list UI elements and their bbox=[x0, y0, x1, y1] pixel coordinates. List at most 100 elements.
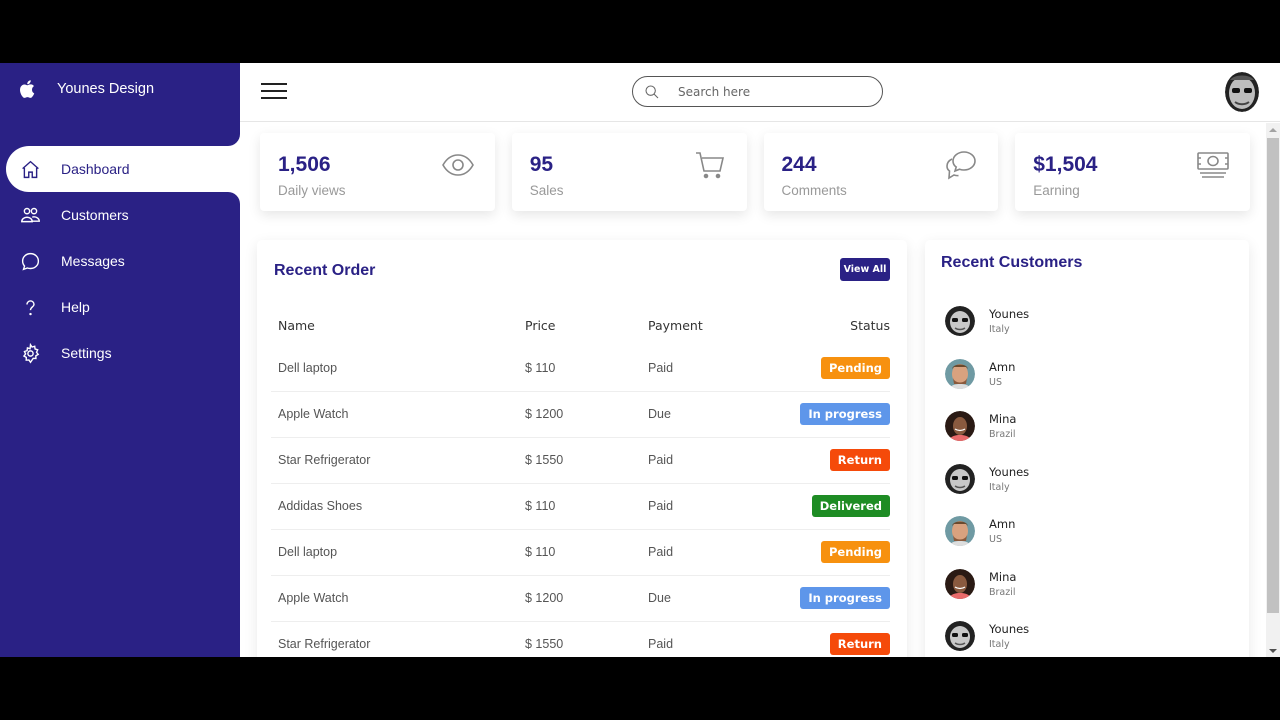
customer-name: Amn bbox=[989, 517, 1016, 532]
table-row[interactable]: Dell laptop $ 110 Paid Pending bbox=[271, 529, 890, 576]
card-comments[interactable]: 244 Comments bbox=[763, 133, 999, 211]
column-header-status[interactable]: Status bbox=[850, 317, 890, 333]
order-name: Apple Watch bbox=[271, 391, 518, 438]
recent-orders-title: Recent Order bbox=[274, 262, 376, 279]
sidebar-item-messages[interactable]: Messages bbox=[6, 238, 240, 284]
brand-name: Younes Design bbox=[57, 81, 155, 97]
scroll-down-arrow-icon[interactable] bbox=[1269, 649, 1277, 653]
sidebar-item-customers[interactable]: Customers bbox=[6, 192, 240, 238]
order-payment: Paid bbox=[641, 437, 739, 484]
sidebar-item-settings[interactable]: Settings bbox=[6, 330, 240, 376]
brand[interactable]: Younes Design bbox=[0, 63, 154, 115]
apple-icon bbox=[20, 80, 35, 98]
status-badge: Delivered bbox=[811, 495, 890, 517]
recent-customers-panel: Recent Customers Younes Italy Amn US Mina Bra… bbox=[925, 240, 1249, 657]
sidebar-item-help[interactable]: Help bbox=[6, 284, 240, 330]
order-price: $ 1200 bbox=[518, 391, 641, 438]
search-box[interactable] bbox=[632, 76, 883, 107]
view-all-button[interactable]: View All bbox=[840, 258, 890, 281]
column-header-name[interactable]: Name bbox=[278, 317, 315, 333]
order-price: $ 1200 bbox=[518, 575, 641, 622]
sidebar-item-label: Messages bbox=[61, 253, 125, 269]
customer-country: Italy bbox=[989, 324, 1010, 336]
app-window: Younes Design Dashboard Customers Messag… bbox=[0, 63, 1280, 657]
recent-orders-panel: Recent Order View All Name Price Payment… bbox=[257, 240, 907, 657]
sidebar-item-label: Customers bbox=[61, 207, 129, 223]
orders-table: Name Price Payment Status Dell laptop $ 1… bbox=[271, 305, 890, 657]
card-earning[interactable]: $1,504 Earning bbox=[1015, 133, 1250, 211]
table-row[interactable]: Star Refrigerator $ 1550 Paid Return bbox=[271, 437, 890, 484]
list-item[interactable]: Amn US bbox=[945, 348, 1235, 401]
sidebar-item-label: Settings bbox=[61, 345, 112, 361]
customer-country: Brazil bbox=[989, 429, 1016, 441]
list-item[interactable]: Younes Italy bbox=[945, 453, 1235, 506]
card-daily-views[interactable]: 1,506 Daily views bbox=[260, 133, 495, 211]
orders-table-body: Dell laptop $ 110 Paid Pending Apple Watch $ … bbox=[271, 345, 890, 657]
sidebar-nav: Dashboard Customers Messages Help Settin… bbox=[6, 146, 240, 376]
list-item[interactable]: Mina Brazil bbox=[945, 558, 1235, 611]
customer-country: US bbox=[989, 534, 1002, 546]
order-price: $ 110 bbox=[518, 483, 641, 530]
avatar-image bbox=[1225, 72, 1259, 112]
order-payment: Paid bbox=[641, 345, 739, 392]
sidebar-item-dashboard[interactable]: Dashboard bbox=[6, 146, 240, 192]
order-name: Dell laptop bbox=[271, 529, 518, 576]
hamburger-icon bbox=[261, 83, 287, 85]
status-badge: Pending bbox=[820, 541, 890, 563]
card-value: 95 bbox=[529, 153, 554, 176]
card-label: Sales bbox=[529, 183, 564, 198]
topbar bbox=[240, 63, 1280, 122]
order-name: Dell laptop bbox=[271, 345, 518, 392]
status-badge: In progress bbox=[800, 403, 890, 425]
user-avatar[interactable] bbox=[1225, 72, 1259, 112]
table-row[interactable]: Apple Watch $ 1200 Due In progress bbox=[271, 391, 890, 438]
sidebar: Younes Design Dashboard Customers Messag… bbox=[0, 63, 240, 657]
search-input[interactable] bbox=[678, 84, 858, 99]
list-item[interactable]: Amn US bbox=[945, 505, 1235, 558]
card-value: $1,504 bbox=[1033, 153, 1098, 176]
status-badge: In progress bbox=[800, 587, 890, 609]
column-header-payment[interactable]: Payment bbox=[648, 317, 703, 333]
order-payment: Due bbox=[641, 391, 739, 438]
chat-bubble-icon bbox=[19, 250, 41, 272]
card-sales[interactable]: 95 Sales bbox=[511, 133, 747, 211]
avatar bbox=[945, 411, 975, 442]
search-icon bbox=[645, 84, 659, 98]
order-name: Addidas Shoes bbox=[271, 483, 518, 530]
list-item[interactable]: Younes Italy bbox=[945, 295, 1235, 348]
avatar bbox=[945, 306, 975, 337]
customer-list: Younes Italy Amn US Mina Brazil Younes Italy Amn… bbox=[945, 295, 1235, 657]
customer-name: Amn bbox=[989, 359, 1016, 374]
order-price: $ 110 bbox=[518, 529, 641, 576]
scrollbar-thumb[interactable] bbox=[1267, 138, 1279, 613]
column-header-price[interactable]: Price bbox=[525, 317, 556, 333]
cart-icon bbox=[693, 150, 727, 180]
chat-bubbles-icon bbox=[944, 150, 978, 180]
order-payment: Paid bbox=[641, 621, 739, 657]
customer-name: Younes bbox=[989, 622, 1030, 637]
table-row[interactable]: Addidas Shoes $ 110 Paid Delivered bbox=[271, 483, 890, 530]
table-row[interactable]: Dell laptop $ 110 Paid Pending bbox=[271, 345, 890, 392]
card-value: 1,506 bbox=[278, 153, 331, 176]
customer-country: US bbox=[989, 376, 1002, 388]
order-payment: Paid bbox=[641, 529, 739, 576]
avatar bbox=[945, 463, 975, 494]
help-icon bbox=[19, 296, 41, 318]
page-scrollbar[interactable] bbox=[1266, 123, 1280, 657]
customer-country: Brazil bbox=[989, 586, 1016, 598]
people-icon bbox=[19, 204, 41, 226]
menu-toggle-button[interactable] bbox=[261, 83, 287, 101]
status-badge: Return bbox=[829, 633, 890, 655]
table-row[interactable]: Star Refrigerator $ 1550 Paid Return bbox=[271, 621, 890, 657]
order-price: $ 110 bbox=[518, 345, 641, 392]
customer-name: Mina bbox=[989, 569, 1017, 584]
customer-country: Italy bbox=[989, 481, 1010, 493]
list-item[interactable]: Mina Brazil bbox=[945, 400, 1235, 453]
scroll-up-arrow-icon[interactable] bbox=[1269, 128, 1277, 132]
sidebar-item-label: Dashboard bbox=[61, 161, 130, 177]
card-label: Earning bbox=[1033, 183, 1080, 198]
gear-icon bbox=[19, 342, 41, 364]
list-item[interactable]: Younes Italy bbox=[945, 610, 1235, 657]
card-label: Comments bbox=[781, 183, 847, 198]
table-row[interactable]: Apple Watch $ 1200 Due In progress bbox=[271, 575, 890, 622]
